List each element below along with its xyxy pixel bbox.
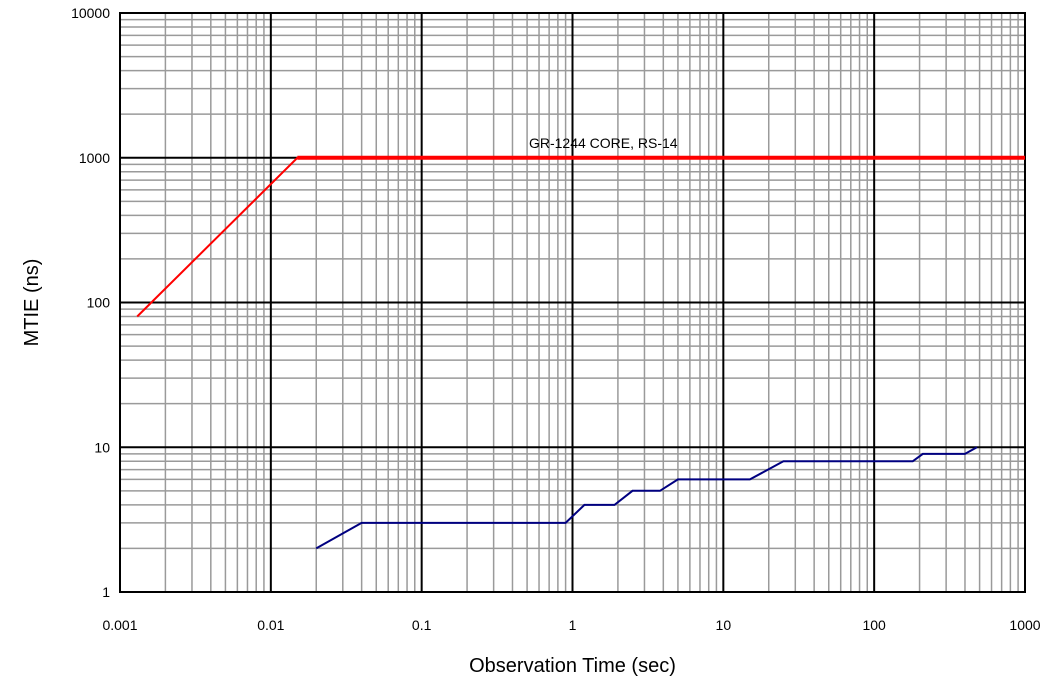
x-axis-label: Observation Time (sec) [469,655,676,677]
series-line-1 [315,446,978,550]
y-tick-label: 10 [94,439,110,455]
x-tick-label: 0.1 [412,617,432,633]
x-tick-label: 1 [569,617,577,633]
y-tick-label: 100 [87,295,111,311]
y-tick-label: 10000 [71,5,110,21]
x-tick-label: 0.01 [257,617,284,633]
series-layer [136,155,1025,550]
limit-annotation: GR-1244 CORE, RS-14 [529,135,678,151]
y-tick-labels: 1 10 100 1000 10000 [71,5,110,600]
x-tick-label: 1000 [1009,617,1040,633]
y-tick-label: 1 [102,584,110,600]
y-axis-label: MTIE (ns) [21,259,43,347]
x-tick-labels: 0.001 0.01 0.1 1 10 100 1000 [102,617,1040,633]
x-tick-label: 100 [862,617,886,633]
plot-border [119,12,1026,593]
x-tick-label: 0.001 [102,617,137,633]
y-tick-label: 1000 [79,150,110,166]
x-tick-label: 10 [716,617,732,633]
